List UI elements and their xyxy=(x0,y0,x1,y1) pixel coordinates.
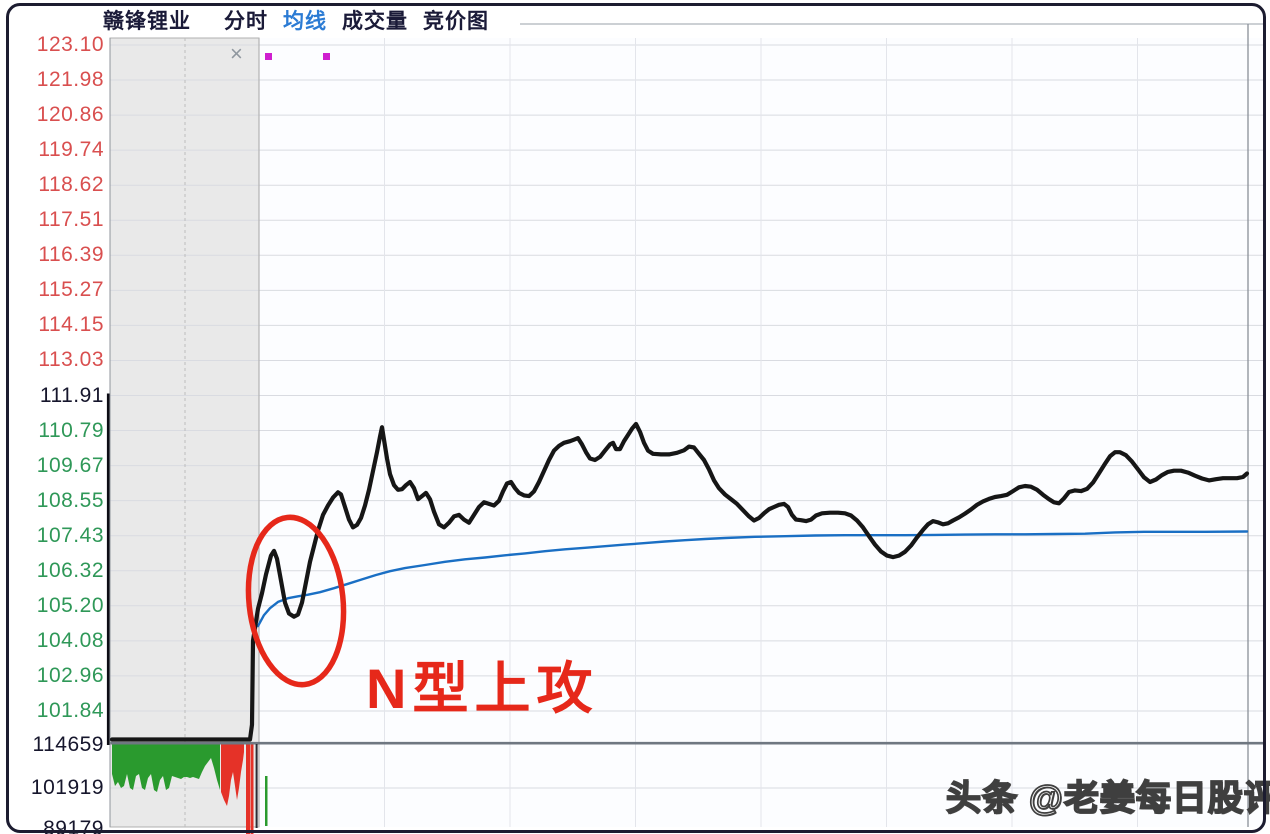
first-trade-volume-bar xyxy=(265,776,268,826)
price-tick-label: 115.27 xyxy=(38,278,104,302)
annotation-text: N型上攻 xyxy=(366,657,599,720)
price-tick-label: 123.10 xyxy=(36,33,104,56)
chart-header: 赣锋锂业 分时 均线 成交量 竞价图 xyxy=(103,6,489,34)
close-icon[interactable]: × xyxy=(230,41,243,66)
price-tick-label: 108.55 xyxy=(36,488,104,512)
annotation-ellipse xyxy=(245,514,347,688)
auction-volume-green xyxy=(112,744,220,792)
price-tick-label: 118.62 xyxy=(38,173,104,197)
open-volume-red-bar xyxy=(250,744,254,834)
tab-2[interactable]: 成交量 xyxy=(342,10,408,33)
price-tick-label: 106.32 xyxy=(36,558,104,582)
view-tabs: 分时 均线 成交量 竞价图 xyxy=(224,5,489,35)
price-tick-label: 105.20 xyxy=(36,593,104,617)
watermark: 头条 @老姜每日股评 xyxy=(945,778,1270,819)
volume-tick-label: 101919 xyxy=(30,776,104,799)
price-tick-label: 101.84 xyxy=(36,698,104,722)
price-tick-label: 119.74 xyxy=(38,138,104,162)
ma-line xyxy=(256,530,1249,628)
price-line xyxy=(109,421,1250,742)
volume-tick-label: 89179 xyxy=(43,817,104,834)
marker-dot-icon xyxy=(265,53,272,60)
price-tick-label: 102.96 xyxy=(36,663,104,687)
price-tick-label: 109.67 xyxy=(36,453,104,477)
volume-tick-label: 114659 xyxy=(32,733,104,756)
price-tick-label: 114.15 xyxy=(38,313,104,337)
price-tick-label: 110.79 xyxy=(38,418,104,442)
price-tick-label: 121.98 xyxy=(36,68,104,92)
auction-volume-red xyxy=(221,744,244,806)
stock-name: 赣锋锂业 xyxy=(103,10,191,33)
price-tick-label: 120.86 xyxy=(36,103,104,127)
price-tick-label: 111.91 xyxy=(39,383,104,407)
tab-0[interactable]: 分时 xyxy=(224,10,268,33)
plot-background xyxy=(110,38,1263,827)
price-tick-label: 116.39 xyxy=(38,243,104,267)
tab-3[interactable]: 竞价图 xyxy=(423,10,489,33)
premarket-region xyxy=(109,37,260,828)
price-tick-label: 104.08 xyxy=(36,628,104,652)
price-tick-label: 113.03 xyxy=(38,348,104,372)
marker-dot-icon xyxy=(323,53,330,60)
price-gridlines xyxy=(110,44,1263,712)
tab-1[interactable]: 均线 xyxy=(283,10,327,33)
open-volume-red-bar xyxy=(246,744,250,834)
price-tick-label: 117.51 xyxy=(38,208,104,232)
price-tick-label: 107.43 xyxy=(36,523,104,547)
